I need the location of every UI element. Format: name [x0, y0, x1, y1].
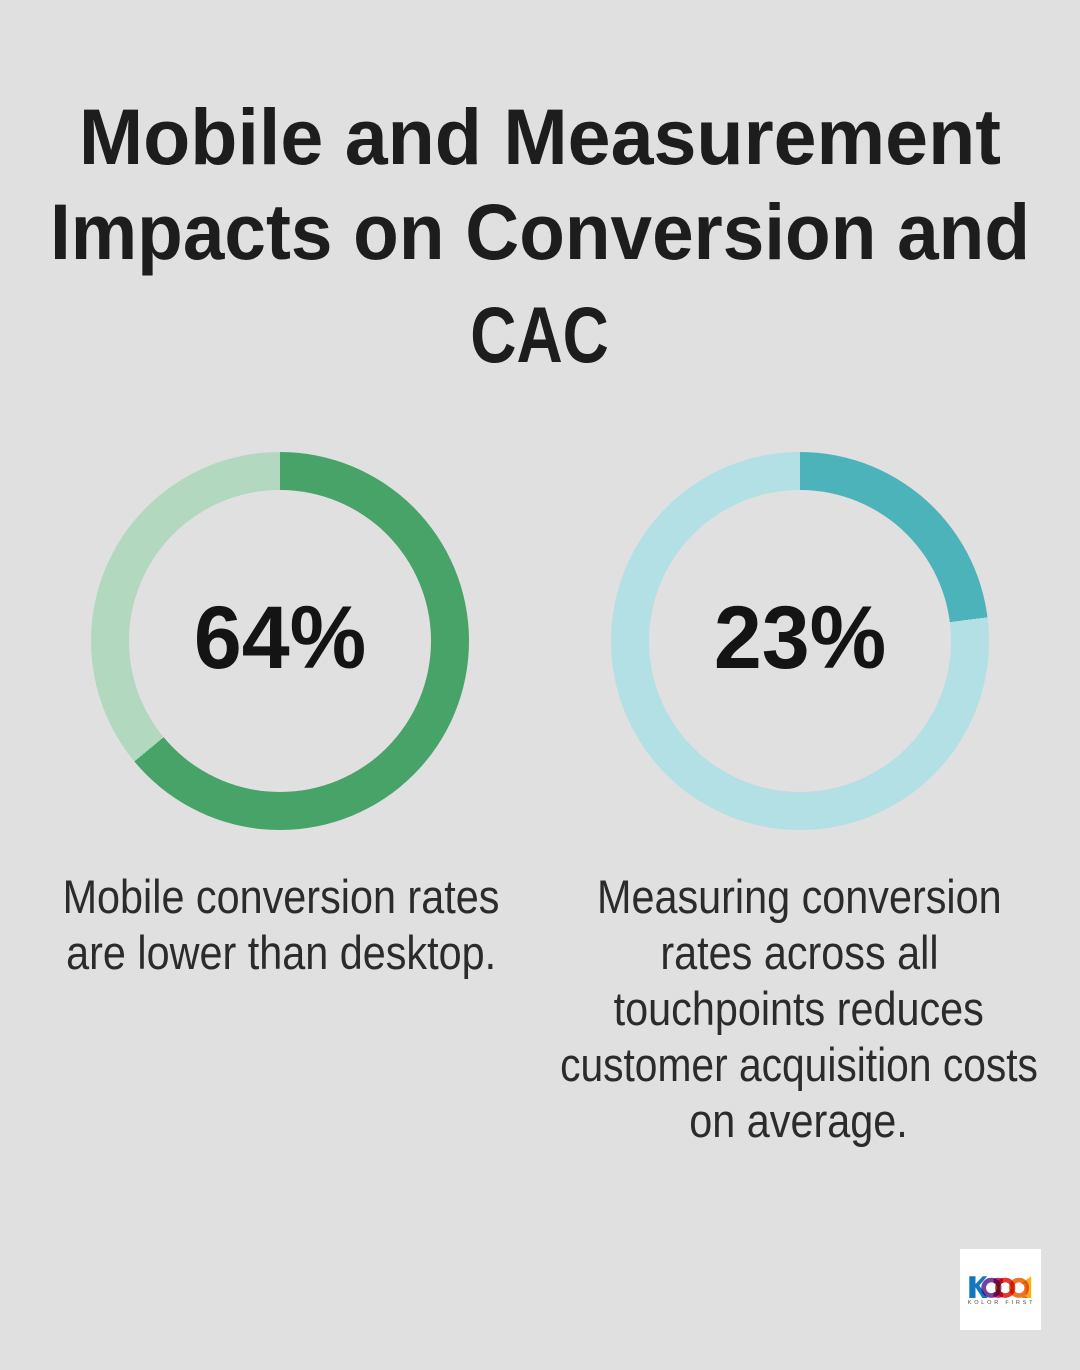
svg-text:KOLOR FIRST: KOLOR FIRST	[968, 1300, 1036, 1306]
